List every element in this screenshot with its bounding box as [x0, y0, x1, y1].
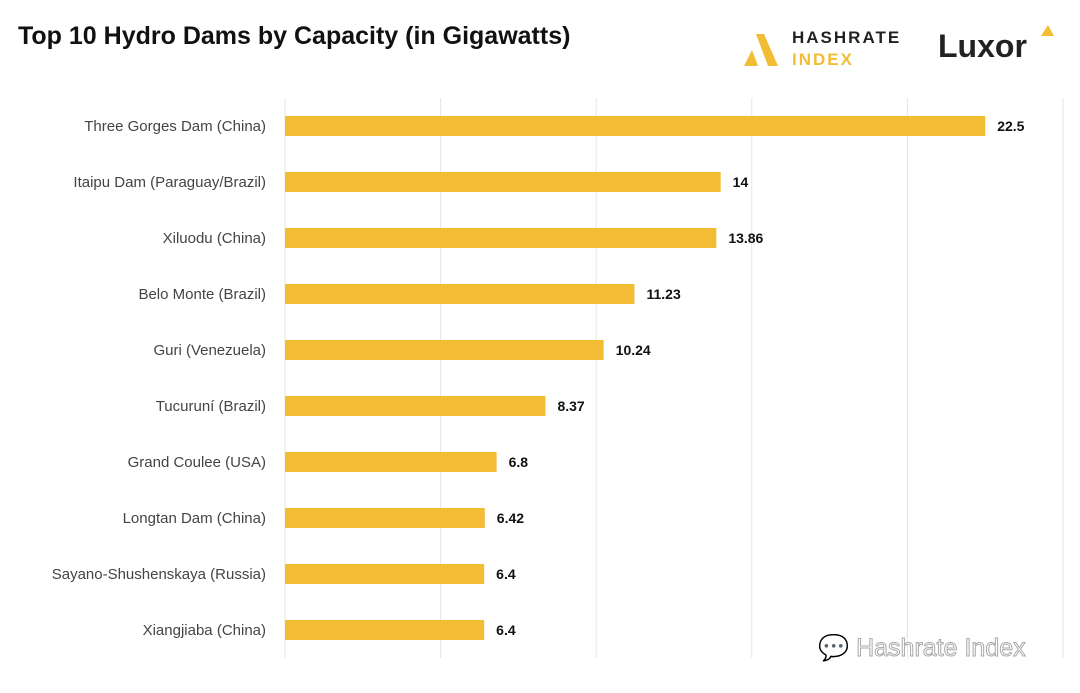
bar	[285, 564, 485, 584]
hashrate-index-logo: HASHRATE INDEX	[740, 28, 905, 72]
category-label: Grand Coulee (USA)	[128, 454, 266, 471]
bar	[285, 396, 546, 416]
bar	[285, 340, 604, 360]
category-label: Itaipu Dam (Paraguay/Brazil)	[73, 174, 266, 191]
luxor-logo-icon	[1041, 25, 1054, 36]
category-label: Sayano-Shushenskaya (Russia)	[52, 566, 266, 583]
index-logo-text: INDEX	[792, 50, 854, 69]
value-label: 6.8	[509, 454, 529, 470]
chart-title: Top 10 Hydro Dams by Capacity (in Gigawa…	[18, 22, 571, 50]
value-label: 6.4	[496, 622, 516, 638]
value-label: 11.23	[646, 286, 680, 302]
value-label: 13.86	[728, 230, 763, 246]
hashrate-logo-icon	[744, 34, 778, 66]
bar	[285, 508, 485, 528]
hashrate-logo-text: HASHRATE	[792, 28, 902, 47]
bar	[285, 452, 497, 472]
category-label: Belo Monte (Brazil)	[138, 286, 266, 303]
watermark: 💬 Hashrate Index	[817, 634, 1027, 663]
wechat-icon: 💬	[817, 634, 850, 663]
category-label: Three Gorges Dam (China)	[84, 118, 266, 135]
value-label: 6.4	[496, 566, 516, 582]
value-label: 10.24	[616, 342, 651, 358]
category-label: Guri (Venezuela)	[153, 342, 266, 359]
watermark-text: Hashrate Index	[856, 634, 1027, 663]
value-label: 8.37	[557, 398, 584, 414]
value-label: 14	[733, 174, 749, 190]
bar	[285, 284, 635, 304]
bar	[285, 116, 986, 136]
category-label: Xiluodu (China)	[163, 230, 266, 247]
luxor-logo-text: Luxor	[938, 28, 1027, 64]
bar	[285, 228, 717, 248]
luxor-logo: Luxor	[938, 24, 1058, 68]
category-label: Xiangjiaba (China)	[143, 622, 266, 639]
category-label: Tucuruní (Brazil)	[156, 398, 266, 415]
value-label: 22.5	[997, 118, 1024, 134]
bar	[285, 620, 485, 640]
value-label: 6.42	[497, 510, 524, 526]
category-label: Longtan Dam (China)	[123, 510, 266, 527]
bar	[285, 172, 721, 192]
